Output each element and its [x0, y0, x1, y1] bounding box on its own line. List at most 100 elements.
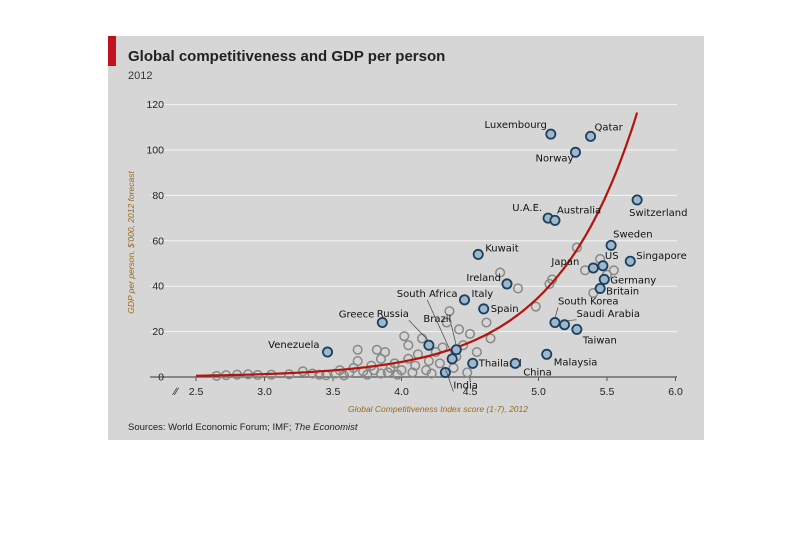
- point-label: Switzerland: [629, 208, 687, 219]
- labeled-data-point: [322, 346, 334, 358]
- point-label: China: [523, 367, 552, 378]
- data-point: [362, 369, 373, 380]
- data-point: [464, 328, 476, 339]
- point-label: Singapore: [636, 251, 686, 262]
- x-tick-label: 5.5: [600, 386, 615, 398]
- x-tick-label: 6.0: [668, 386, 683, 398]
- y-axis-label: GDP per person, $'000, 2012 forecast: [126, 171, 136, 314]
- labeled-data-point: [467, 357, 479, 369]
- accent-bar: [108, 36, 116, 66]
- point-label: Taiwan: [582, 335, 617, 346]
- point-label: Italy: [472, 289, 494, 300]
- leader-line: [426, 299, 453, 355]
- point-label: Kuwait: [485, 243, 518, 254]
- point-label: Australia: [557, 205, 601, 216]
- x-axis-label: Global Competitiveness Index score (1-7)…: [348, 404, 528, 414]
- data-point: [338, 370, 350, 381]
- point-label: Norway: [536, 153, 574, 164]
- labeled-data-point: [423, 339, 435, 351]
- y-tick-label: 60: [152, 235, 164, 247]
- data-point: [307, 368, 318, 379]
- labeled-data-point: [478, 303, 490, 315]
- data-point: [471, 346, 482, 358]
- data-point: [399, 331, 410, 342]
- point-label: Qatar: [595, 122, 624, 133]
- point-label: Saudi Arabia: [577, 309, 640, 320]
- leader-line: [554, 307, 559, 319]
- labeled-data-point: [509, 357, 521, 369]
- data-point: [410, 360, 421, 371]
- labeled-data-point: [450, 344, 462, 356]
- y-tick-label: 120: [146, 99, 164, 111]
- labeled-data-point: [594, 282, 606, 294]
- labeled-data-point: [605, 239, 617, 251]
- labeled-data-point: [549, 214, 561, 226]
- x-tick-label: 5.0: [531, 386, 546, 398]
- data-point: [441, 317, 452, 328]
- data-point: [481, 317, 492, 328]
- data-point: [396, 365, 407, 376]
- data-point: [421, 365, 432, 376]
- labeled-data-point: [571, 323, 583, 335]
- x-tick-label: 4.5: [463, 386, 478, 398]
- point-label: Germany: [610, 275, 656, 286]
- point-label: India: [453, 380, 478, 391]
- labeled-data-point: [598, 273, 610, 285]
- data-point: [495, 267, 506, 278]
- labeled-data-point: [545, 128, 557, 140]
- unlabeled-points: [211, 242, 619, 381]
- labeled-data-point: [597, 260, 609, 272]
- data-point: [512, 283, 524, 294]
- labeled-points: Luxembourg Qatar Norway Switzerland U.A.E. Au…: [268, 120, 687, 392]
- labeled-data-point: [446, 353, 458, 365]
- data-point: [453, 324, 465, 335]
- point-label: Britain: [606, 286, 639, 297]
- labeled-data-point: [631, 194, 643, 206]
- point-label: Sweden: [613, 229, 653, 240]
- labeled-data-point: [549, 317, 561, 329]
- labeled-data-point: [569, 146, 581, 158]
- labeled-data-point: [472, 248, 484, 260]
- point-label: Japan: [550, 257, 579, 268]
- point-label: Luxembourg: [485, 120, 547, 131]
- point-label: Venezuela: [268, 340, 319, 351]
- data-point: [530, 301, 541, 312]
- point-label: U.A.E.: [512, 203, 542, 214]
- y-tick-label: 100: [146, 145, 164, 157]
- y-tick-label: 80: [152, 190, 164, 202]
- trend-curve: [195, 112, 639, 377]
- labeled-data-point: [459, 294, 471, 306]
- x-tick-label: 2.5: [189, 386, 204, 398]
- data-point: [485, 333, 496, 344]
- axis-break-icon: ∕∕: [171, 386, 180, 398]
- data-point: [352, 356, 363, 367]
- labeled-data-point: [587, 262, 599, 274]
- labeled-data-point: [585, 130, 597, 142]
- source-publication: The Economist: [294, 422, 358, 433]
- source-prefix: Sources: World Economic Forum; IMF;: [128, 422, 295, 433]
- data-point: [444, 306, 455, 317]
- point-label: Spain: [491, 304, 519, 315]
- labeled-data-point: [376, 317, 388, 329]
- data-point: [403, 340, 414, 351]
- data-point: [423, 356, 434, 367]
- point-label: Greece: [339, 310, 375, 321]
- data-point: [371, 344, 382, 355]
- point-label: US: [605, 251, 619, 262]
- y-tick-label: 20: [152, 326, 164, 338]
- data-point: [426, 368, 437, 379]
- point-label: South Korea: [558, 297, 619, 308]
- leader-line: [408, 319, 430, 342]
- data-point: [608, 265, 619, 276]
- y-tick-label: 0: [158, 372, 164, 384]
- data-point: [407, 367, 418, 378]
- data-point: [352, 344, 363, 355]
- data-point: [571, 242, 582, 253]
- scatter-chart: 0 20 40 60 80 100 120 2.5 3.0 3.5 4.0 4.5 5.0 5.5 6.0 ∕…: [126, 99, 687, 414]
- point-label: Brazil: [423, 314, 451, 325]
- page-title: Global competitiveness and GDP per perso…: [128, 48, 446, 65]
- x-tick-label: 3.5: [326, 386, 341, 398]
- point-label: Ireland: [466, 273, 501, 284]
- labeled-data-point: [501, 278, 513, 290]
- labeled-data-point: [559, 319, 571, 331]
